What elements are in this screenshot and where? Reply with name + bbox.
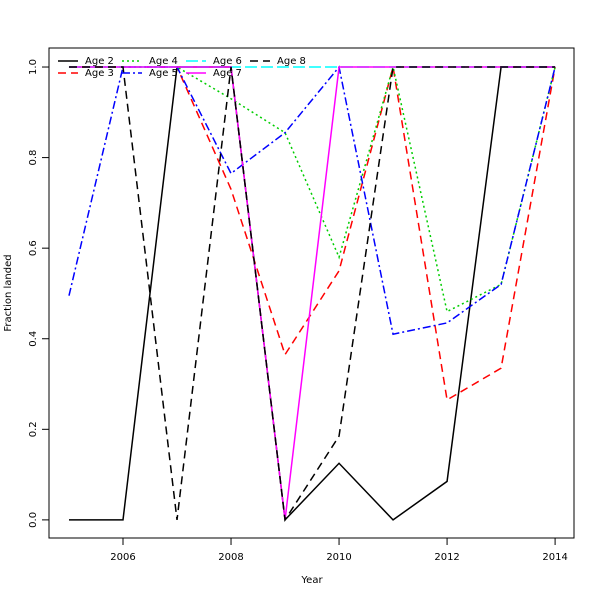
y-tick-label: 0.2 [28,421,39,437]
plot-frame [48,47,575,539]
series-line [68,66,556,402]
legend-label: Age 8 [277,56,306,67]
x-tick-label: 2008 [218,552,243,563]
series-line [68,66,556,520]
y-tick-label: 0.6 [28,240,39,256]
y-axis-label: Fraction landed [3,254,14,331]
series-line [68,66,556,313]
x-axis-label: Year [300,575,323,586]
x-tick-label: 2012 [434,552,459,563]
x-tick-label: 2010 [326,552,351,563]
y-tick-label: 0.4 [28,331,39,347]
legend-label: Age 3 [85,68,114,79]
y-tick-label: 0.8 [28,150,39,166]
y-tick-label: 0.0 [28,512,39,528]
series-line [68,66,556,523]
x-tick-label: 2006 [110,552,135,563]
legend-label: Age 2 [85,56,114,67]
legend-label: Age 5 [149,68,178,79]
legend-label: Age 7 [213,68,242,79]
x-tick-label: 2014 [542,552,567,563]
series-line [68,66,556,522]
y-tick-label: 1.0 [28,59,39,75]
legend-label: Age 4 [149,56,178,67]
legend-label: Age 6 [213,56,242,67]
